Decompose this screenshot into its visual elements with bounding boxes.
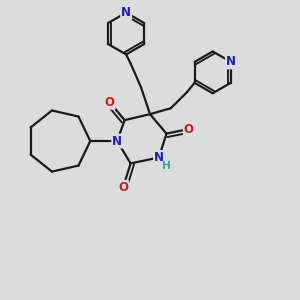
- Text: N: N: [121, 6, 131, 19]
- Text: O: O: [105, 96, 115, 109]
- Text: N: N: [154, 151, 164, 164]
- Text: O: O: [184, 123, 194, 136]
- Text: N: N: [226, 56, 236, 68]
- Text: H: H: [162, 161, 171, 171]
- Text: O: O: [118, 181, 128, 194]
- Text: N: N: [112, 134, 122, 148]
